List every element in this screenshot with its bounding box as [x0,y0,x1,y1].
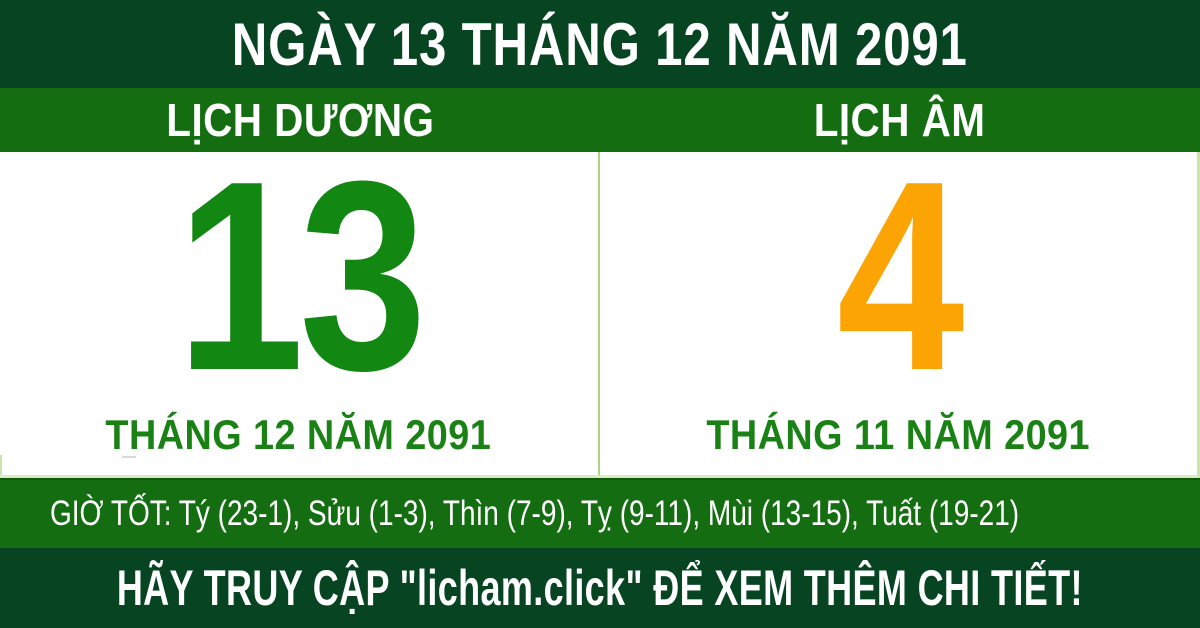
calendar-header-row: LỊCH DƯƠNG LỊCH ÂM [0,88,1200,152]
solar-panel: 13 THÁNG 12 NĂM 2091 [0,125,600,475]
left-edge-border-sliver [0,455,2,475]
lunar-panel: 4 THÁNG 11 NĂM 2091 [600,125,1198,475]
solar-calendar-header-label: LỊCH DƯƠNG [165,94,435,146]
calendar-body: 13 THÁNG 12 NĂM 2091 4 THÁNG 11 NĂM 2091 [0,125,1200,478]
solar-calendar-header: LỊCH DƯƠNG [0,88,600,152]
good-hours-bar: GIỜ TỐT: Tý (23-1), Sửu (1-3), Thìn (7-9… [0,478,1200,548]
lunar-day-number: 4 [836,125,965,427]
solar-day-number: 13 [176,125,426,427]
footer-cta-text: HÃY TRUY CẬP "licham.click" ĐỂ XEM THÊM … [117,560,1083,616]
banner-date-title: NGÀY 13 THÁNG 12 NĂM 2091 [232,10,968,78]
lunar-calendar-header-label: LỊCH ÂM [814,94,986,146]
date-title-bar: NGÀY 13 THÁNG 12 NĂM 2091 [0,0,1200,88]
small-dash-artifact [122,456,136,458]
lunar-month-year-label: THÁNG 11 NĂM 2091 [706,410,1091,458]
good-hours-text: GIỜ TỐT: Tý (23-1), Sửu (1-3), Thìn (7-9… [50,494,1020,533]
lunar-calendar-header: LỊCH ÂM [600,88,1200,152]
solar-month-year-label: THÁNG 12 NĂM 2091 [105,410,492,458]
footer-cta-bar: HÃY TRUY CẬP "licham.click" ĐỂ XEM THÊM … [0,548,1200,628]
